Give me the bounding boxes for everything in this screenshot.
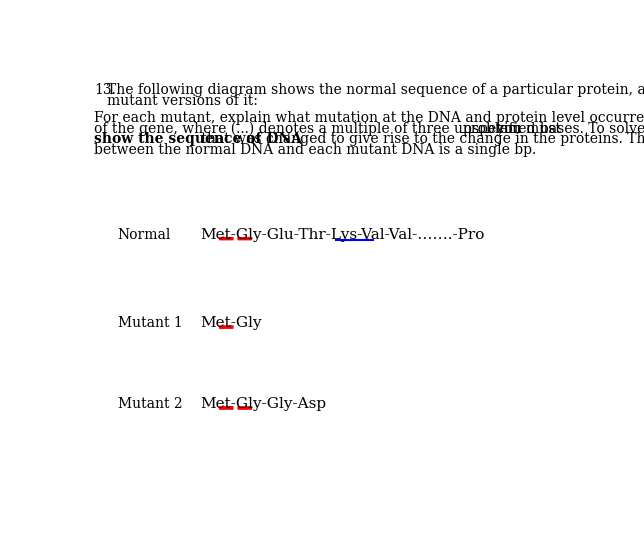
Text: Met-Gly-Gly-Asp: Met-Gly-Gly-Asp <box>201 397 327 411</box>
Text: Mutant 2: Mutant 2 <box>118 397 182 411</box>
Text: problem: problem <box>462 122 521 136</box>
Text: you must: you must <box>492 122 561 136</box>
Text: The following diagram shows the normal sequence of a particular protein, along w: The following diagram shows the normal s… <box>107 83 644 97</box>
Text: of the gene, where (...) denotes a multiple of three unspecified bases. To solve: of the gene, where (...) denotes a multi… <box>95 122 644 136</box>
Text: Met-Gly-Glu-Thr-Lys-Val-Val-…….-Pro: Met-Gly-Glu-Thr-Lys-Val-Val-…….-Pro <box>201 228 485 242</box>
Text: For each mutant, explain what mutation at the DNA and protein level occurred in : For each mutant, explain what mutation a… <box>95 111 644 125</box>
Text: show the sequence of DNA: show the sequence of DNA <box>95 132 303 147</box>
Text: Met-Gly: Met-Gly <box>201 316 262 331</box>
Text: Normal: Normal <box>118 228 171 242</box>
Text: 13.: 13. <box>95 83 117 97</box>
Text: between the normal DNA and each mutant DNA is a single bp.: between the normal DNA and each mutant D… <box>95 143 536 157</box>
Text: mutant versions of it:: mutant versions of it: <box>107 94 258 108</box>
Text: that was changed to give rise to the change in the proteins. The difference: that was changed to give rise to the cha… <box>197 132 644 147</box>
Text: Mutant 1: Mutant 1 <box>118 316 182 331</box>
